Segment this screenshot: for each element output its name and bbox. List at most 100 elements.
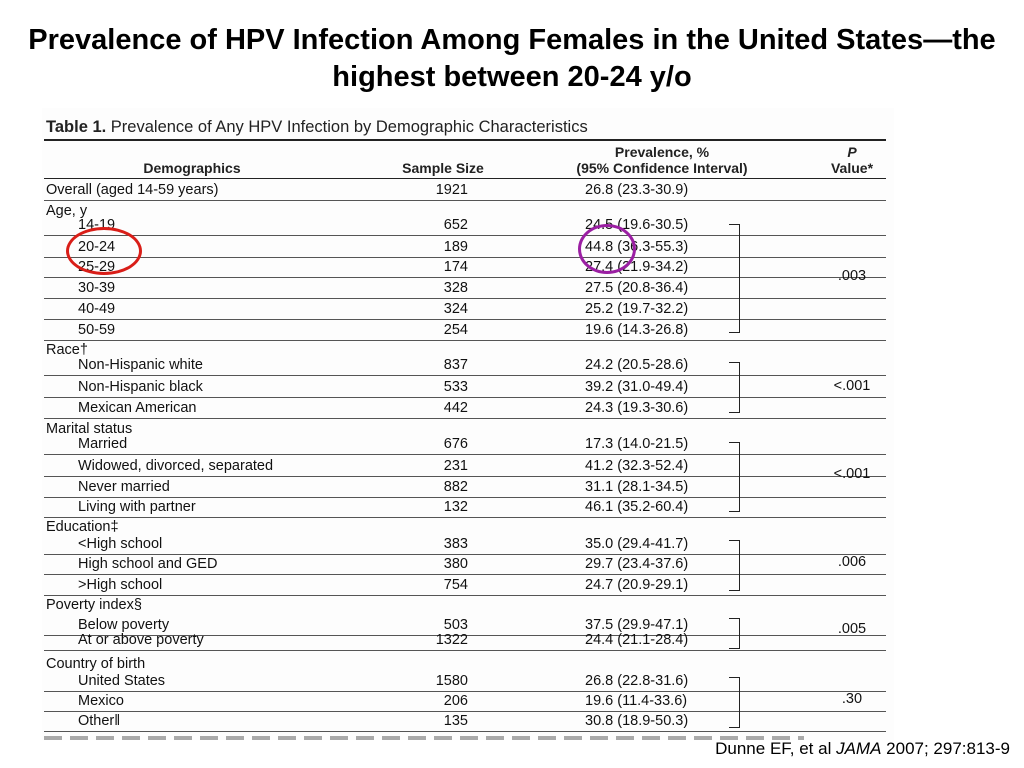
header-demographics: Demographics xyxy=(143,160,241,176)
header-p-line1: P xyxy=(847,144,857,160)
cell-prevalence: 19.6 (14.3-26.8) xyxy=(585,322,689,338)
table-row: Other‖ 135 30.8 (18.9-50.3) xyxy=(44,711,886,732)
cell-demographic: Education‡ xyxy=(46,519,119,535)
citation-rest: 2007; 297:813-9 xyxy=(881,739,1010,758)
cell-sample-size: 442 xyxy=(443,400,468,416)
table-row: Mexico 206 19.6 (11.4-33.6) xyxy=(44,691,886,712)
cell-sample-size: 652 xyxy=(443,217,468,233)
cell-demographic: At or above poverty xyxy=(78,632,204,648)
table-group-header: Race† xyxy=(44,340,886,360)
cell-demographic: Race† xyxy=(46,342,88,358)
citation-journal: JAMA xyxy=(836,739,882,758)
cell-demographic: Non-Hispanic black xyxy=(78,379,203,395)
cell-demographic: >High school xyxy=(78,577,163,593)
cell-demographic: Mexico xyxy=(78,693,124,709)
table-row: 14-19 652 24.5 (19.6-30.5) xyxy=(44,215,886,236)
table-row: Non-Hispanic black 533 39.2 (31.0-49.4) xyxy=(44,377,886,398)
header-sample-size: Sample Size xyxy=(402,160,484,176)
p-value-country: .30 xyxy=(841,691,863,707)
cell-prevalence: 35.0 (29.4-41.7) xyxy=(585,536,689,552)
table-row: 40-49 324 25.2 (19.7-32.2) xyxy=(44,299,886,320)
table-row: Never married 882 31.1 (28.1-34.5) xyxy=(44,477,886,498)
p-value-poverty: .005 xyxy=(837,621,867,637)
cell-prevalence: 24.4 (21.1-28.4) xyxy=(585,632,689,648)
bracket-marital xyxy=(729,442,740,512)
cell-sample-size: 837 xyxy=(443,357,468,373)
table-group-header: Marital status xyxy=(44,419,886,439)
cell-prevalence: 41.2 (32.3-52.4) xyxy=(585,458,689,474)
table-row: At or above poverty 1322 24.4 (21.1-28.4) xyxy=(44,630,886,651)
table-row: 50-59 254 19.6 (14.3-26.8) xyxy=(44,320,886,341)
table-scan: Table 1. Prevalence of Any HPV Infection… xyxy=(42,108,894,740)
cell-prevalence: 31.1 (28.1-34.5) xyxy=(585,479,689,495)
table-caption-text: Prevalence of Any HPV Infection by Demog… xyxy=(106,118,588,136)
cell-prevalence: 37.5 (29.9-47.1) xyxy=(585,617,689,633)
cell-prevalence: 24.2 (20.5-28.6) xyxy=(585,357,689,373)
cell-demographic: High school and GED xyxy=(78,556,218,572)
slide-title: Prevalence of HPV Infection Among Female… xyxy=(28,24,996,93)
cell-demographic: Living with partner xyxy=(78,499,196,515)
bracket-country xyxy=(729,677,740,728)
cell-sample-size: 503 xyxy=(443,617,468,633)
cell-sample-size: 380 xyxy=(443,556,468,572)
cell-prevalence: 30.8 (18.9-50.3) xyxy=(585,713,689,729)
table-row: Non-Hispanic white 837 24.2 (20.5-28.6) xyxy=(44,355,886,376)
cell-sample-size: 533 xyxy=(443,379,468,395)
cell-prevalence: 46.1 (35.2-60.4) xyxy=(585,499,689,515)
cell-demographic: <High school xyxy=(78,536,163,552)
table-row: Widowed, divorced, separated 231 41.2 (32.… xyxy=(44,456,886,477)
bracket-education xyxy=(729,540,740,591)
header-p-line2: Value* xyxy=(830,160,874,176)
header-prevalence-line1: Prevalence, % xyxy=(614,144,710,160)
table-row: Married 676 17.3 (14.0-21.5) xyxy=(44,434,886,455)
cell-demographic: Below poverty xyxy=(78,617,170,633)
cell-demographic: 40-49 xyxy=(78,301,116,317)
cell-demographic: Country of birth xyxy=(46,656,146,672)
table-row: Overall (aged 14-59 years) 1921 26.8 (23.3… xyxy=(44,180,886,201)
table-header-rule xyxy=(44,178,886,179)
table-row: 30-39 328 27.5 (20.8-36.4) xyxy=(44,278,886,299)
cell-sample-size: 324 xyxy=(443,301,468,317)
table-row: >High school 754 24.7 (20.9-29.1) xyxy=(44,575,886,596)
table-group-header: Age, y xyxy=(44,201,886,221)
cell-sample-size: 1921 xyxy=(435,182,468,198)
cell-demographic: 50-59 xyxy=(78,322,116,338)
cell-demographic: Widowed, divorced, separated xyxy=(78,458,274,474)
table-row: 25-29 174 27.4 (21.9-34.2) xyxy=(44,257,886,278)
citation: Dunne EF, et al JAMA 2007; 297:813-9 xyxy=(715,739,1010,759)
table-group-header: Poverty index§ xyxy=(44,595,886,615)
cell-demographic: Never married xyxy=(78,479,170,495)
cell-prevalence: 27.5 (20.8-36.4) xyxy=(585,280,689,296)
table-row: Living with partner 132 46.1 (35.2-60.4) xyxy=(44,497,886,518)
cell-demographic: Mexican American xyxy=(78,400,197,416)
table-row: Mexican American 442 24.3 (19.3-30.6) xyxy=(44,398,886,419)
cell-demographic: Married xyxy=(78,436,128,452)
cell-sample-size: 254 xyxy=(443,322,468,338)
cell-demographic: Non-Hispanic white xyxy=(78,357,203,373)
table-top-rule xyxy=(44,139,886,141)
cell-prevalence: 25.2 (19.7-32.2) xyxy=(585,301,689,317)
cell-sample-size: 1580 xyxy=(435,673,468,689)
cell-sample-size: 189 xyxy=(443,239,468,255)
table-row: United States 1580 26.8 (22.8-31.6) xyxy=(44,671,886,692)
table-group-header: Education‡ xyxy=(44,517,886,537)
cell-demographic: Overall (aged 14-59 years) xyxy=(46,182,219,198)
table-row: 20-24 189 44.8 (36.3-55.3) xyxy=(44,237,886,258)
cell-demographic: Marital status xyxy=(46,421,133,437)
cell-prevalence: 39.2 (31.0-49.4) xyxy=(585,379,689,395)
cell-demographic: Other‖ xyxy=(78,713,121,729)
cell-prevalence: 26.8 (23.3-30.9) xyxy=(585,182,689,198)
p-value-education: .006 xyxy=(837,554,867,570)
cell-prevalence: 24.3 (19.3-30.6) xyxy=(585,400,689,416)
bracket-poverty xyxy=(729,618,740,649)
cell-sample-size: 135 xyxy=(443,713,468,729)
cell-demographic: Poverty index§ xyxy=(46,597,142,613)
cell-prevalence: 17.3 (14.0-21.5) xyxy=(585,436,689,452)
cell-demographic: United States xyxy=(78,673,166,689)
cell-sample-size: 231 xyxy=(443,458,468,474)
header-prevalence-line2: (95% Confidence Interval) xyxy=(576,160,748,176)
bracket-race xyxy=(729,362,740,413)
cell-sample-size: 754 xyxy=(443,577,468,593)
cell-sample-size: 383 xyxy=(443,536,468,552)
purple-highlight-circle xyxy=(578,224,636,274)
